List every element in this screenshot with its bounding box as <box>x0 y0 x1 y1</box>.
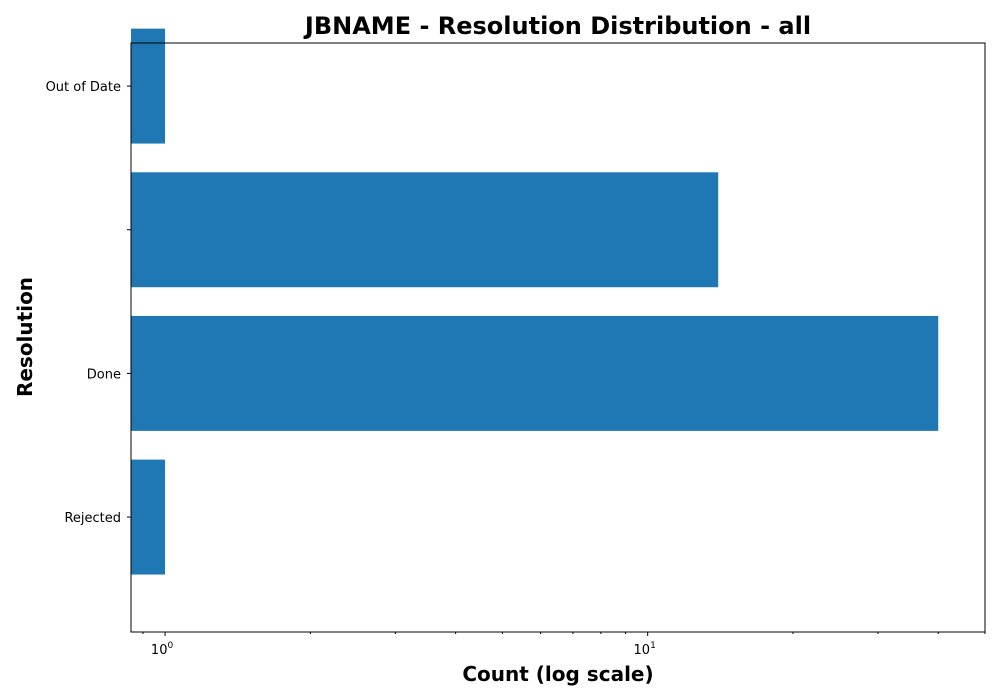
bar <box>131 459 166 575</box>
bar <box>131 172 719 288</box>
bars-group <box>131 28 939 575</box>
x-tick-label-exponent: 0 <box>167 641 173 651</box>
bar <box>131 28 166 144</box>
x-tick-label: 101 <box>634 641 656 658</box>
y-axis-ticks: Out of Date Done Rejected <box>46 80 131 526</box>
x-axis-label: Count (log scale) <box>462 662 653 686</box>
y-tick-label: Done <box>87 367 121 382</box>
chart-title: JBNAME - Resolution Distribution - all <box>303 12 811 40</box>
y-tick-label: Rejected <box>64 511 121 526</box>
plot-frame <box>130 42 986 633</box>
x-tick-label-base: 10 <box>151 643 168 658</box>
x-tick-label: 100 <box>151 641 174 658</box>
y-tick-label: Out of Date <box>46 80 121 95</box>
x-tick-label-exponent: 1 <box>650 641 656 651</box>
x-tick-label-base: 10 <box>634 643 651 658</box>
bar <box>131 315 939 431</box>
x-axis-ticks: 100 101 <box>142 632 986 658</box>
y-axis-label: Resolution <box>13 277 37 397</box>
